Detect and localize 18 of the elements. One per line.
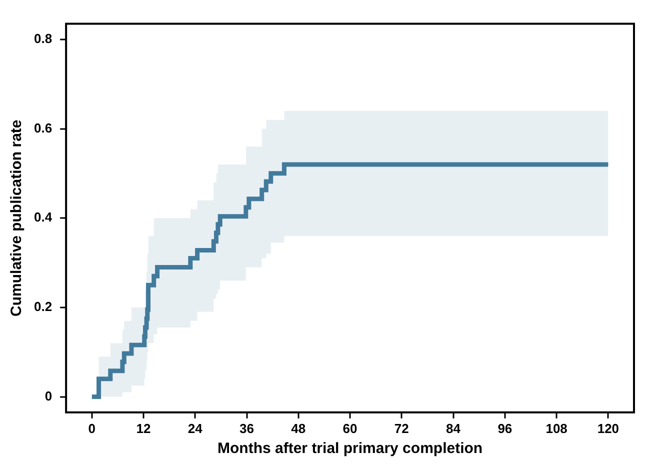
x-tick-label: 108: [546, 420, 568, 436]
y-tick-label: 0: [44, 388, 52, 404]
x-tick-label: 36: [240, 420, 254, 436]
x-tick-label: 48: [291, 420, 306, 436]
x-tick-label: 24: [188, 420, 204, 436]
y-tick-label: 0.2: [34, 299, 52, 314]
x-tick-label: 12: [136, 420, 151, 436]
x-tick-label: 96: [498, 420, 512, 436]
y-tick-label: 0.8: [34, 31, 52, 46]
x-tick-label: 60: [342, 420, 358, 436]
y-axis-title: Cumulative publication rate: [8, 120, 26, 316]
x-axis-title: Months after trial primary completion: [218, 440, 483, 458]
x-tick-label: 84: [446, 420, 462, 436]
y-tick-label: 0.6: [34, 120, 52, 136]
x-tick-label: 0: [88, 420, 96, 436]
x-tick-label: 72: [394, 420, 409, 436]
x-tick-label: 120: [597, 420, 620, 436]
y-tick-label: 0.4: [34, 210, 53, 225]
